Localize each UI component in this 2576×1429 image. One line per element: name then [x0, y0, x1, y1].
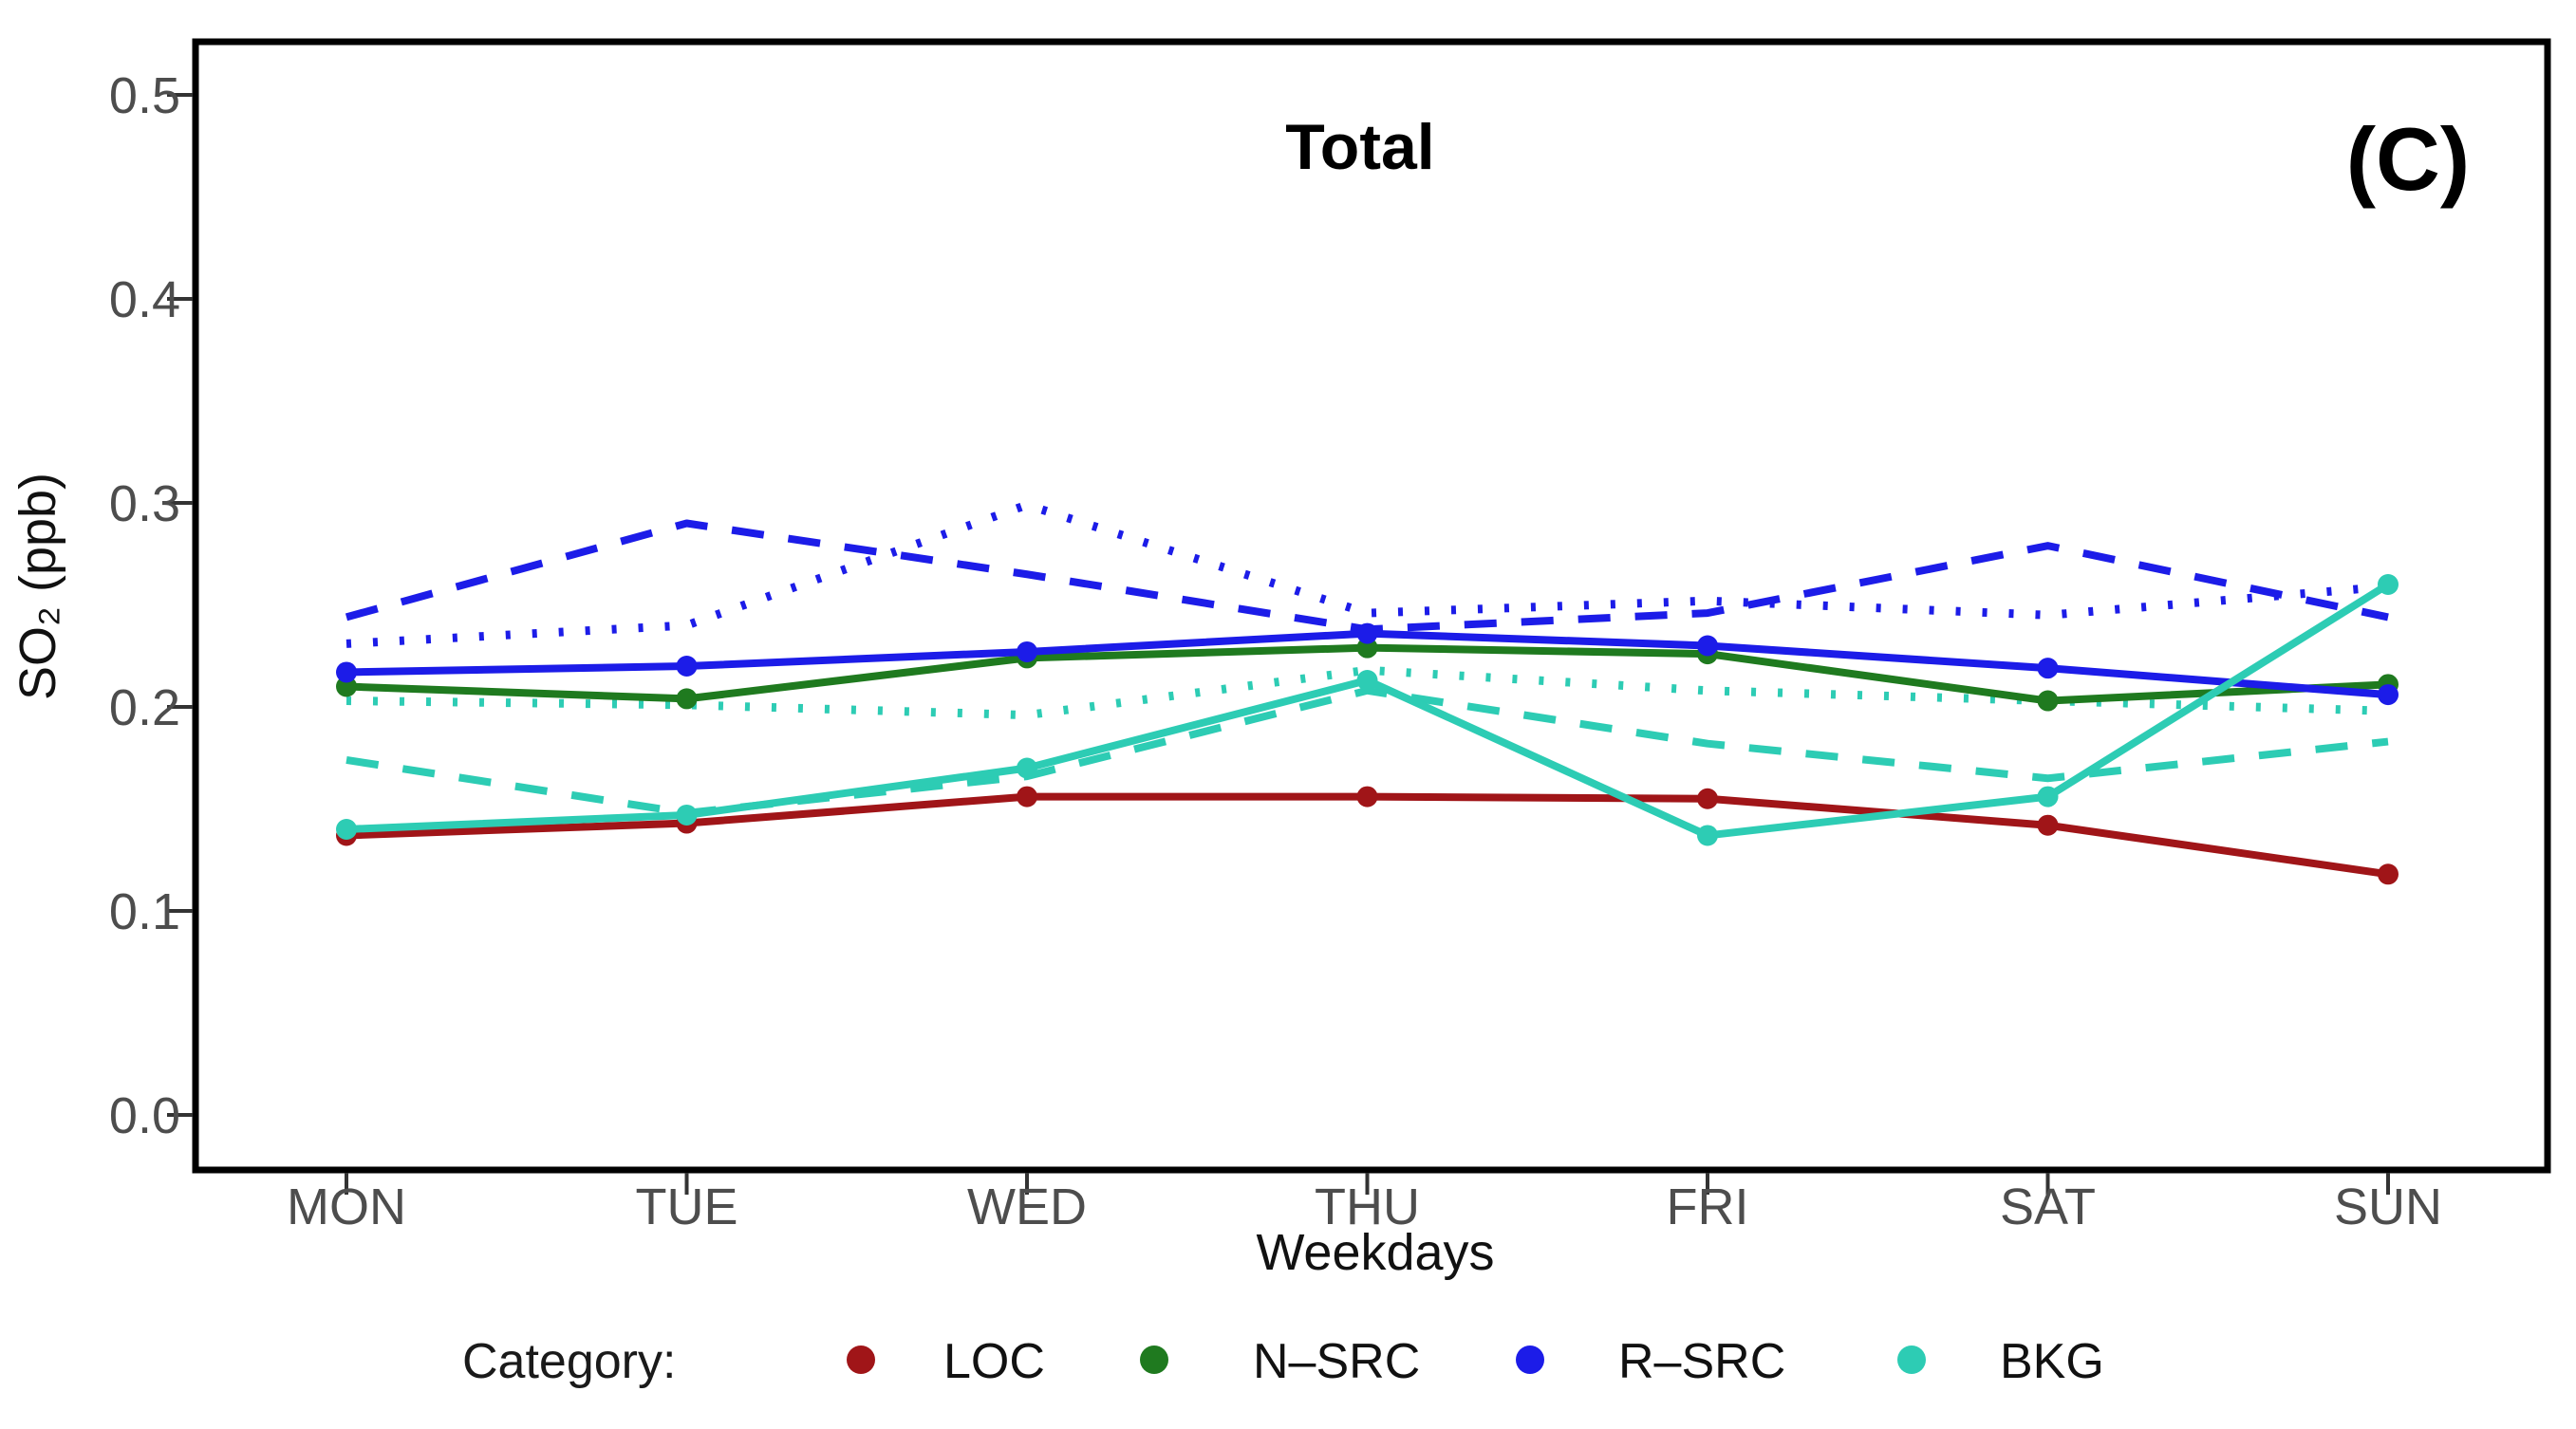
series-loc-point	[1017, 786, 1037, 807]
series-rsrc-point	[336, 661, 357, 683]
series-loc-point	[2037, 814, 2059, 836]
y-axis-title: SO₂ (ppb)	[9, 473, 66, 700]
y-tick-label: 0.3	[109, 475, 180, 532]
series-rsrc-point	[676, 656, 698, 677]
panel-label: (C)	[2346, 109, 2471, 209]
series-loc-point	[1697, 788, 1718, 809]
axis-layer: 0.0 0.1 0.2 0.3 0.4 0.5 MON TUE WED THU FRI SAT SUN	[109, 67, 2442, 1235]
y-tick-label: 0.5	[109, 67, 180, 124]
legend-item-label: LOC	[943, 1334, 1045, 1389]
x-tick-label: TUE	[636, 1178, 738, 1235]
bkg-swatch-icon	[1897, 1345, 1926, 1374]
legend-item-loc: LOC	[847, 1334, 1045, 1389]
rsrc-swatch-icon	[1516, 1345, 1544, 1374]
x-tick-label: SUN	[2334, 1178, 2442, 1235]
loc-swatch-icon	[847, 1345, 875, 1374]
series-nsrc-point	[2037, 690, 2059, 712]
plot-border	[192, 38, 2551, 1174]
series-bkg-point	[2037, 786, 2059, 807]
y-tick-label: 0.2	[109, 679, 180, 736]
legend-item-nsrc: N–SRC	[1140, 1334, 1420, 1389]
series-rsrc-point	[1017, 640, 1037, 662]
x-tick-label: THU	[1315, 1178, 1420, 1235]
series-rsrc-point	[2037, 658, 2059, 679]
series-bkg-point	[1697, 825, 1718, 846]
series-rsrc-point	[1697, 635, 1718, 657]
series-bkg-point	[1017, 757, 1037, 779]
legend-item-label: N–SRC	[1253, 1334, 1420, 1389]
x-tick-label: SAT	[2000, 1178, 2096, 1235]
nsrc-swatch-icon	[1140, 1345, 1168, 1374]
y-tick-label: 0.1	[109, 883, 180, 940]
chart-title: Total	[1285, 111, 1434, 183]
series-loc-point	[1356, 786, 1378, 807]
legend-title: Category:	[462, 1334, 676, 1389]
x-tick-label: MON	[287, 1178, 406, 1235]
series-bkg-point	[2378, 574, 2399, 595]
x-tick-label: WED	[967, 1178, 1087, 1235]
series-nsrc-point	[336, 676, 357, 697]
legend-item-bkg: BKG	[1897, 1334, 2104, 1389]
series-nsrc-point	[1356, 637, 1378, 659]
x-tick-label: FRI	[1667, 1178, 1749, 1235]
series-layer	[336, 500, 2399, 885]
series-loc-point	[2378, 863, 2399, 885]
legend-item-label: R–SRC	[1618, 1334, 1785, 1389]
series-rsrc-dashed-line	[345, 519, 2389, 634]
series-bkg-point	[336, 819, 357, 840]
series-rsrc-point	[2378, 684, 2399, 706]
series-rsrc-dotted-line	[345, 500, 2389, 648]
y-tick-label: 0.0	[109, 1087, 180, 1144]
legend: Category: LOC N–SRC R–SRC BKG	[462, 1334, 2104, 1389]
y-tick-label: 0.4	[109, 271, 180, 328]
legend-item-label: BKG	[2000, 1334, 2104, 1389]
x-axis-title: Weekdays	[1256, 1224, 1494, 1281]
series-rsrc-point	[1356, 622, 1378, 644]
legend-item-rsrc: R–SRC	[1516, 1334, 1785, 1389]
series-nsrc-point	[676, 688, 698, 710]
series-bkg-point	[1356, 670, 1378, 692]
series-bkg-point	[676, 804, 698, 826]
